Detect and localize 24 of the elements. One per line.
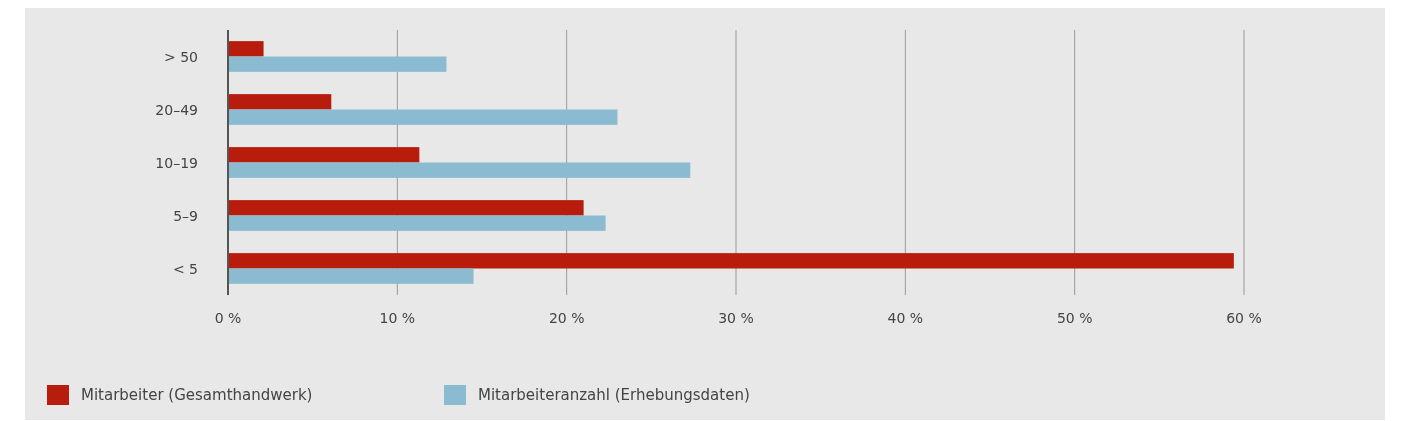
- x-tick-label: 50 %: [1056, 310, 1093, 326]
- bar: [228, 41, 264, 57]
- legend-label: Mitarbeiteranzahl (Erhebungsdaten): [478, 386, 750, 404]
- bar: [228, 215, 606, 231]
- x-tick-label: 10 %: [379, 310, 416, 326]
- y-tick-label: 10–19: [155, 154, 198, 171]
- x-tick-label: 40 %: [887, 310, 924, 326]
- bar: [228, 200, 584, 216]
- y-tick-label: 5–9: [173, 207, 198, 224]
- y-tick-label: 20–49: [155, 101, 198, 118]
- x-tick-label: 60 %: [1226, 310, 1262, 326]
- legend-label: Mitarbeiter (Gesamthandwerk): [81, 386, 313, 404]
- bar: [228, 94, 332, 110]
- y-tick-label: < 5: [172, 260, 198, 277]
- y-tick-label: > 50: [164, 48, 198, 65]
- x-tick-label: 30 %: [718, 310, 754, 326]
- bar: [228, 56, 447, 72]
- bar: [228, 147, 420, 163]
- bar: [228, 253, 1234, 269]
- bar: [228, 109, 618, 125]
- bar: [228, 268, 474, 284]
- bar: [228, 162, 691, 178]
- x-tick-label: 20 %: [548, 310, 585, 326]
- x-tick-label: 0 %: [214, 310, 242, 326]
